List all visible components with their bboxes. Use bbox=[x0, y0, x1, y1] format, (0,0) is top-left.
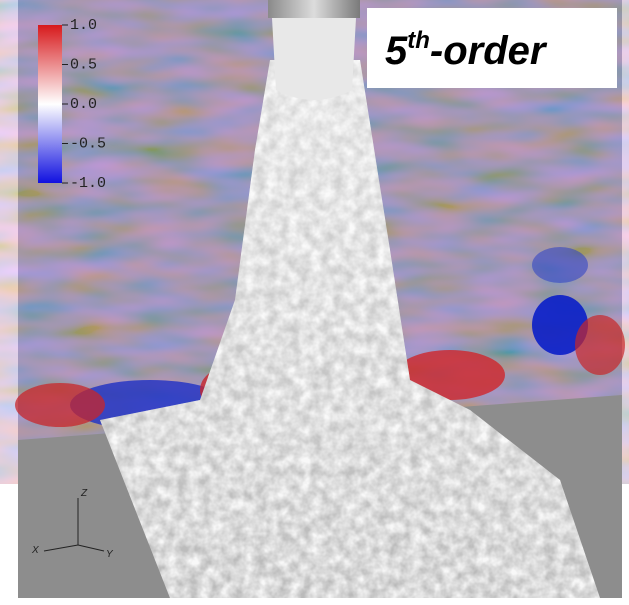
colorbar-tick-label: 0.5 bbox=[70, 56, 97, 73]
colorbar-tick-label: 0.0 bbox=[70, 96, 97, 113]
label-sup: th bbox=[407, 27, 430, 54]
colorbar-tick-label: -1.0 bbox=[70, 175, 106, 192]
blue-patch bbox=[532, 247, 588, 283]
jet-core bbox=[272, 18, 356, 100]
axis-x: X bbox=[31, 545, 39, 556]
colorbar-tick-label: -0.5 bbox=[70, 135, 106, 152]
colorbar bbox=[38, 25, 62, 183]
axis-z: Z bbox=[80, 488, 88, 499]
scene: 1.00.50.0-0.5-1.0 5th-order Z X Y bbox=[0, 0, 629, 605]
colorbar-tick-label: 1.0 bbox=[70, 17, 97, 34]
label-base: 5 bbox=[385, 29, 408, 73]
nozzle bbox=[268, 0, 360, 18]
red-patch bbox=[15, 383, 105, 427]
red-patch bbox=[575, 315, 625, 375]
label-rest: -order bbox=[430, 29, 548, 73]
